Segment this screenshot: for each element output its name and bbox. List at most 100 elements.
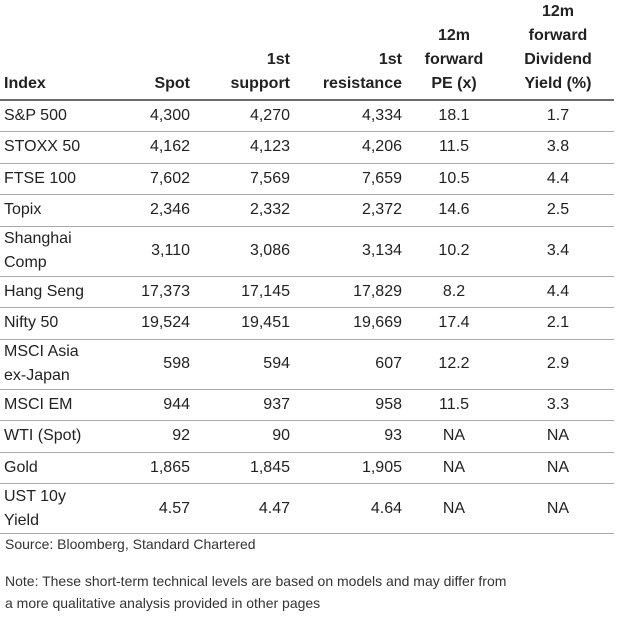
index-name-cell: S&P 500 [0,100,124,132]
technical-levels-table: Index Spot 1st support 1st resistance 12m f… [0,0,614,534]
index-name-cell: UST 10y Yield [0,483,124,534]
yield-cell: 2.5 [502,194,614,227]
pe-cell: NA [406,452,502,484]
spot-cell: 92 [124,420,194,453]
col-header-spot: Spot [124,0,194,101]
index-name-cell: STOXX 50 [0,131,124,164]
support-cell: 4,270 [194,100,294,132]
col-header-line: 1st [378,51,402,68]
col-header-line: Dividend [524,51,592,68]
resistance-cell: 7,659 [294,163,406,195]
pe-cell: NA [406,420,502,453]
spot-cell: 7,602 [124,163,194,195]
pe-cell: 17.4 [406,307,502,340]
spot-cell: 19,524 [124,307,194,340]
pe-cell: 10.5 [406,163,502,195]
yield-cell: 4.4 [502,163,614,195]
pe-cell: NA [406,483,502,534]
col-header-line: 12m [437,27,471,44]
resistance-cell: 4.64 [294,483,406,534]
support-cell: 19,451 [194,307,294,340]
index-name-cell: Topix [0,194,124,227]
col-header-line: PE (x) [431,75,477,92]
yield-cell: 2.1 [502,307,614,340]
index-name-cell: MSCI Asia ex-Japan [0,339,124,390]
table-row: Topix 2,346 2,332 2,372 14.6 2.5 [0,194,614,227]
resistance-cell: 17,829 [294,276,406,308]
disclaimer-line-2: a more qualitative analysis provided in … [5,595,321,611]
index-name-line: ex-Japan [4,367,70,384]
yield-cell: 3.3 [502,389,614,421]
resistance-cell: 1,905 [294,452,406,484]
spot-cell: 598 [124,339,194,390]
index-name-cell: Hang Seng [0,276,124,308]
pe-cell: 10.2 [406,226,502,277]
support-cell: 7,569 [194,163,294,195]
index-name-line: UST 10y [4,487,66,505]
table-row: MSCI EM 944 937 958 11.5 3.3 [0,389,614,421]
table-row: WTI (Spot) 92 90 93 NA NA [0,420,614,453]
col-header-index: Index [0,0,124,101]
index-name-cell: Gold [0,452,124,484]
support-cell: 937 [194,389,294,421]
resistance-cell: 2,372 [294,194,406,227]
index-name-cell: FTSE 100 [0,163,124,195]
col-header-line: 1st [266,51,290,68]
table-row: STOXX 50 4,162 4,123 4,206 11.5 3.8 [0,131,614,164]
index-name-cell: Nifty 50 [0,307,124,340]
pe-cell: 11.5 [406,389,502,421]
yield-cell: 3.4 [502,226,614,277]
table-row: Gold 1,865 1,845 1,905 NA NA [0,452,614,484]
index-name-line: Yield [4,511,39,529]
table-row: Nifty 50 19,524 19,451 19,669 17.4 2.1 [0,307,614,340]
col-header-line: 12m [541,3,575,20]
table-row: S&P 500 4,300 4,270 4,334 18.1 1.7 [0,100,614,132]
support-cell: 17,145 [194,276,294,308]
resistance-cell: 19,669 [294,307,406,340]
col-header-line: Index [4,75,46,92]
yield-cell: NA [502,452,614,484]
resistance-cell: 607 [294,339,406,390]
source-note: Source: Bloomberg, Standard Chartered [5,536,256,552]
index-name-cell: MSCI EM [0,389,124,421]
spot-cell: 2,346 [124,194,194,227]
disclaimer-note: Note: These short-term technical levels … [5,570,617,614]
resistance-cell: 93 [294,420,406,453]
index-name-line: Hang Seng [4,282,85,300]
spot-cell: 944 [124,389,194,421]
resistance-cell: 4,334 [294,100,406,132]
spot-cell: 3,110 [124,226,194,277]
table-row: UST 10y Yield 4.57 4.47 4.64 NA NA [0,483,614,534]
table-row: FTSE 100 7,602 7,569 7,659 10.5 4.4 [0,163,614,195]
index-name-cell: WTI (Spot) [0,420,124,453]
spot-cell: 4,162 [124,131,194,164]
table-body: S&P 500 4,300 4,270 4,334 18.1 1.7 STOXX 50 4,1… [0,100,614,534]
resistance-cell: 958 [294,389,406,421]
yield-cell: 2.9 [502,339,614,390]
spot-cell: 4,300 [124,100,194,132]
resistance-cell: 3,134 [294,226,406,277]
index-name-line: Topix [4,201,42,219]
yield-cell: 3.8 [502,131,614,164]
pe-cell: 8.2 [406,276,502,308]
index-name-line: Shanghai [4,230,72,247]
index-name-line: MSCI EM [4,395,73,413]
resistance-cell: 4,206 [294,131,406,164]
table-row: Shanghai Comp 3,110 3,086 3,134 10.2 3.4 [0,226,614,277]
pe-cell: 12.2 [406,339,502,390]
yield-cell: NA [502,483,614,534]
index-name-line: S&P 500 [4,107,67,124]
support-cell: 4.47 [194,483,294,534]
index-name-line: FTSE 100 [4,169,77,187]
disclaimer-line-1: Note: These short-term technical levels … [5,573,507,589]
col-header-resistance: 1st resistance [294,0,406,101]
table-row: Hang Seng 17,373 17,145 17,829 8.2 4.4 [0,276,614,308]
col-header-line: support [230,75,290,92]
index-name-line: WTI (Spot) [4,427,82,445]
col-header-line: forward [528,27,588,44]
index-name-line: MSCI Asia [4,343,79,360]
support-cell: 4,123 [194,131,294,164]
col-header-support: 1st support [194,0,294,101]
support-cell: 2,332 [194,194,294,227]
